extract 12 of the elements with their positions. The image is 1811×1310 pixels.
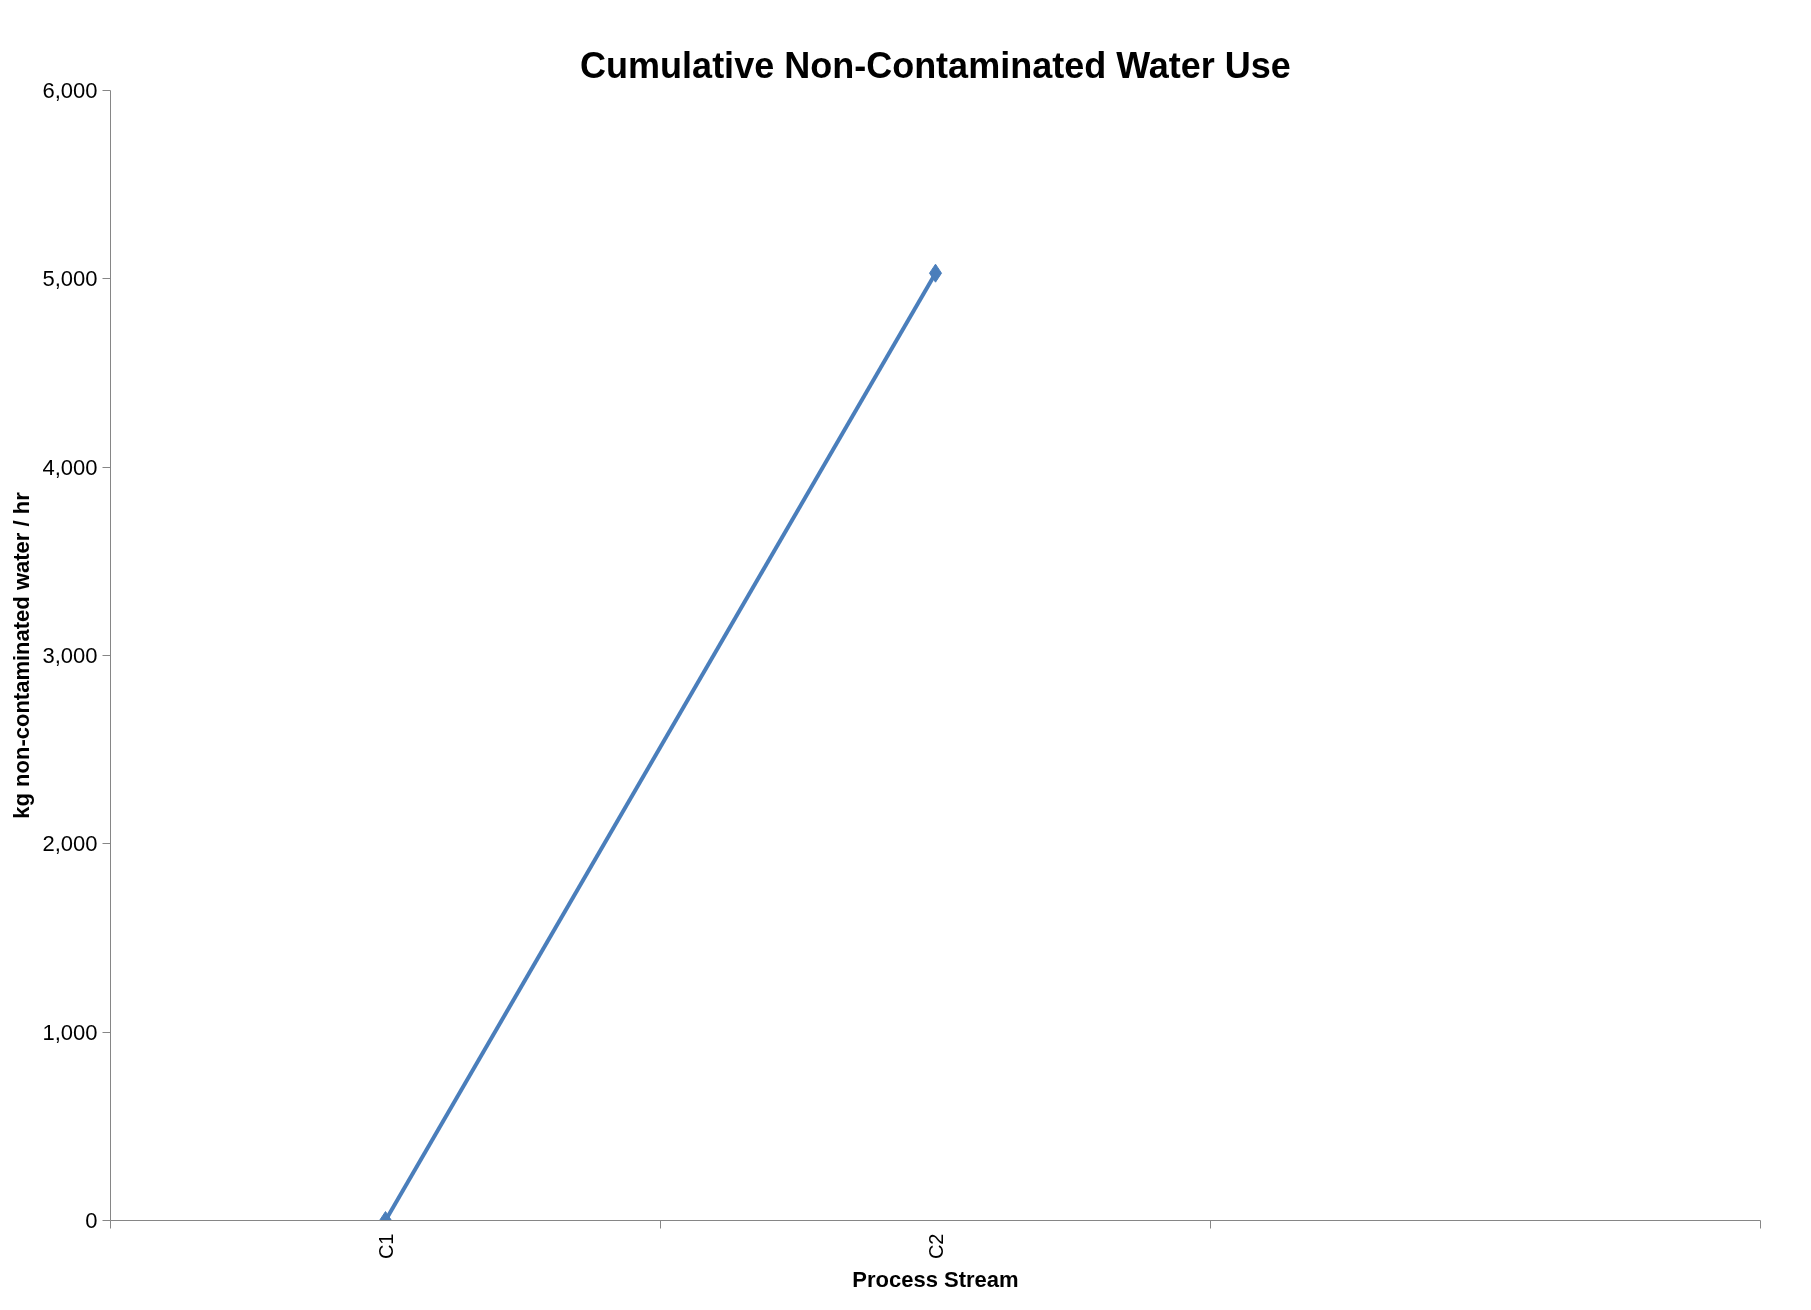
y-tick-label: 4,000 bbox=[42, 454, 98, 480]
chart-title: Cumulative Non-Contaminated Water Use bbox=[580, 44, 1291, 86]
x-axis-title: Process Stream bbox=[852, 1267, 1019, 1293]
x-tick-label: C2 bbox=[924, 1233, 947, 1260]
y-tick-label: 2,000 bbox=[42, 831, 98, 857]
y-tick-label: 1,000 bbox=[42, 1019, 98, 1045]
y-tick-label: 6,000 bbox=[42, 78, 98, 103]
y-tick-label: 0 bbox=[85, 1208, 98, 1233]
y-tick-label: 5,000 bbox=[42, 266, 98, 292]
y-axis-title: kg non-contaminated water / hr bbox=[9, 491, 35, 819]
y-tick-label: 3,000 bbox=[42, 643, 98, 668]
x-tick-label: C1 bbox=[374, 1233, 397, 1260]
